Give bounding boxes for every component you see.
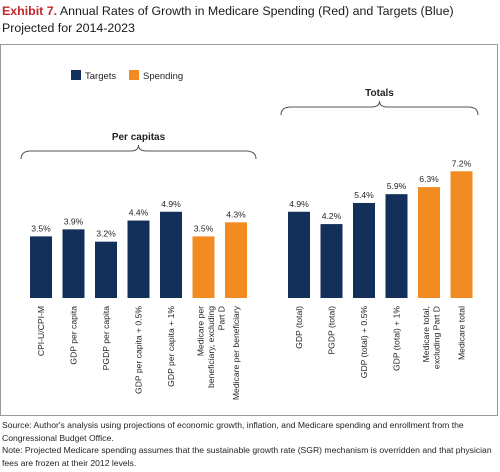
category-label-medicare-per-beneficiary: Medicare per beneficiary <box>231 305 241 400</box>
bar-gdp-total-1 <box>385 194 408 298</box>
category-label-gdp-per-capita-0-5: GDP per capita + 0.5% <box>134 306 144 394</box>
category-label-gdp-total-0-5: GDP (total) + 0.5% <box>359 306 369 379</box>
category-label-gdp-total-1: GDP (total) + 1% <box>392 306 402 371</box>
data-label-medicare-per-beneficiary: 4.3% <box>226 209 246 219</box>
bar-medicare-total-excluding-part-d <box>418 187 440 298</box>
data-label-medicare-total: 7.2% <box>452 158 472 168</box>
group-label-totals: Totals <box>365 88 394 99</box>
legend-label-targets: Targets <box>85 71 116 82</box>
legend-label-spending: Spending <box>143 71 183 82</box>
bar-gdp-per-capita <box>62 229 85 298</box>
bar-medicare-per-beneficiary <box>225 222 247 298</box>
legend-swatch-spending <box>129 70 139 80</box>
category-label-gdp-total: GDP (total) <box>294 306 304 349</box>
category-label-pgdp-total: PGDP (total) <box>327 306 337 355</box>
source-note: Source: Author's analysis using projecti… <box>2 420 464 443</box>
data-label-gdp-per-capita-1: 4.9% <box>161 199 181 209</box>
title-text: Annual Rates of Growth in Medicare Spend… <box>2 4 454 35</box>
chart-panel: Per capitas 3.5% CPI-U/CPI-M 3.9% GDP per ca… <box>0 44 498 416</box>
bar-cpi-u-cpi-m <box>30 236 52 298</box>
bar-gdp-total-0-5 <box>353 202 375 298</box>
bar-medicare-total <box>450 171 473 298</box>
data-label-medicare-total-excluding-part-d: 6.3% <box>419 174 439 184</box>
category-label-pgdp-per-capita: PGDP per capita <box>101 306 111 371</box>
group-brace-per-capitas <box>20 144 257 160</box>
bar-gdp-per-capita-0-5 <box>127 220 150 298</box>
legend-swatch-targets <box>71 70 81 80</box>
data-label-cpi-u-cpi-m: 3.5% <box>31 223 51 233</box>
footnotes: Source: Author's analysis using projecti… <box>2 419 498 469</box>
data-label-gdp-per-capita: 3.9% <box>64 216 84 226</box>
methodology-note: Note: Projected Medicare spending assume… <box>2 445 492 468</box>
category-label-medicare-total-excluding-part-d: Medicare total,excluding Part D <box>421 306 442 369</box>
category-label-medicare-per-beneficiary-excluding-part-d: Medicare perbeneficiary, excludingPart D <box>195 306 226 388</box>
category-label-gdp-per-capita: GDP per capita <box>69 306 79 365</box>
group-label-per-capitas: Per capitas <box>112 132 166 143</box>
data-label-medicare-per-beneficiary-excluding-part-d: 3.5% <box>194 223 214 233</box>
category-label-cpi-u-cpi-m: CPI-U/CPI-M <box>36 306 46 356</box>
group-brace-totals <box>280 100 479 116</box>
data-label-pgdp-total: 4.2% <box>322 211 342 221</box>
chart-title: Exhibit 7. Annual Rates of Growth in Med… <box>2 3 496 37</box>
data-label-gdp-per-capita-0-5: 4.4% <box>129 208 149 218</box>
data-label-gdp-total-1: 5.9% <box>387 181 407 191</box>
bar-medicare-per-beneficiary-excluding-part-d <box>192 236 215 298</box>
bar-gdp-total <box>288 211 310 298</box>
category-label-gdp-per-capita-1: GDP per capita + 1% <box>166 306 176 387</box>
bar-pgdp-per-capita <box>95 241 117 298</box>
bar-gdp-per-capita-1 <box>160 211 182 298</box>
bar-pgdp-total <box>320 224 343 298</box>
data-label-pgdp-per-capita: 3.2% <box>96 229 116 239</box>
data-label-gdp-total-0-5: 5.4% <box>354 190 374 200</box>
bar-chart: Per capitas 3.5% CPI-U/CPI-M 3.9% GDP per ca… <box>20 70 479 400</box>
exhibit-label: Exhibit 7. <box>2 4 58 18</box>
category-label-medicare-total: Medicare total <box>457 306 467 360</box>
data-label-gdp-total: 4.9% <box>289 199 309 209</box>
